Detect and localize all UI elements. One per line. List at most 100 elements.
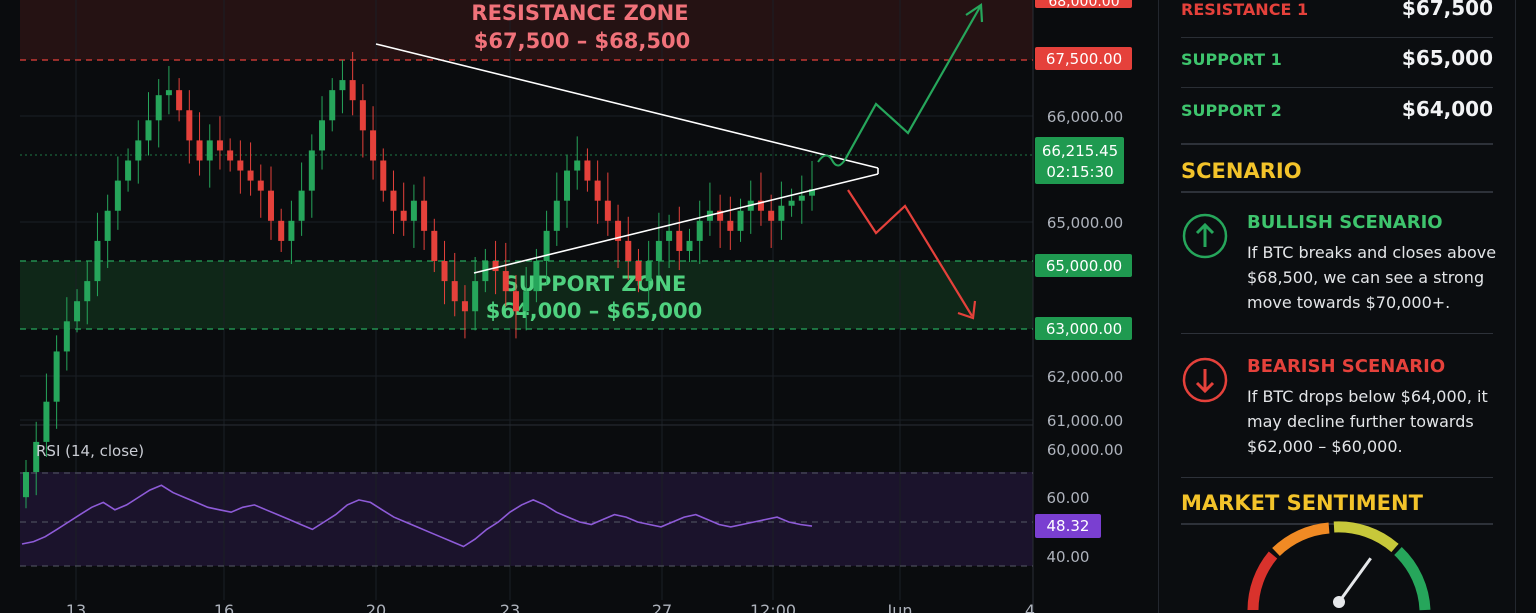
triangle-upper-line bbox=[375, 43, 879, 169]
rsi-tick-label: 40.00 bbox=[1047, 548, 1090, 566]
price-chart[interactable]: RESISTANCE ZONE $67,500 – $68,500 SUPPOR… bbox=[0, 0, 1150, 613]
candle-body bbox=[482, 261, 489, 282]
candle-body bbox=[686, 240, 693, 251]
level-value: $67,500 bbox=[1401, 0, 1493, 20]
candle-body bbox=[564, 170, 571, 201]
bullish-projection bbox=[845, 6, 981, 159]
candle-body bbox=[206, 140, 213, 161]
candle-body bbox=[196, 140, 203, 161]
candle-body bbox=[329, 90, 336, 121]
candle-body bbox=[227, 150, 234, 161]
candle-body bbox=[410, 200, 417, 221]
candle-body bbox=[165, 90, 172, 96]
market-sentiment-heading: MARKET SENTIMENT bbox=[1181, 491, 1423, 515]
candle-body bbox=[43, 401, 50, 442]
scenario-heading: SCENARIO bbox=[1181, 159, 1302, 183]
candle-body bbox=[33, 441, 40, 473]
candle-body bbox=[319, 120, 326, 151]
candle-body bbox=[23, 472, 29, 498]
candle-body bbox=[431, 230, 438, 261]
candle-body bbox=[502, 271, 509, 292]
candle-body bbox=[798, 195, 805, 201]
candle-body bbox=[757, 200, 764, 211]
countdown-label: 02:15:30 bbox=[1046, 163, 1113, 181]
candle-body bbox=[635, 261, 642, 282]
candle-body bbox=[553, 200, 560, 231]
x-tick-label: 12:00 bbox=[750, 601, 796, 613]
candle-body bbox=[655, 240, 662, 261]
candle-body bbox=[461, 301, 468, 312]
grid bbox=[20, 0, 1033, 600]
candle-body bbox=[308, 150, 315, 191]
candle-body bbox=[604, 200, 611, 221]
candle-body bbox=[370, 130, 377, 161]
support-upper-price-tag bbox=[1035, 254, 1132, 277]
resistance-zone bbox=[20, 0, 1033, 60]
candle-body bbox=[278, 220, 285, 241]
bearish-text: If BTC drops below $64,000, it may decli… bbox=[1247, 387, 1488, 456]
y-tick-label: 66,000.00 bbox=[1047, 108, 1123, 126]
level-name: RESISTANCE 1 bbox=[1181, 0, 1309, 19]
candle-body bbox=[574, 160, 581, 171]
candle-body bbox=[809, 189, 815, 196]
y-tick-label: 60,000.00 bbox=[1047, 441, 1123, 459]
level-row-support-2: SUPPORT 2 $64,000 bbox=[1181, 88, 1493, 138]
x-tick-label: Jun bbox=[887, 601, 913, 613]
candle-body bbox=[186, 110, 193, 141]
current-price-tag bbox=[1035, 137, 1124, 184]
top-price-tag-label: 68,000.00 bbox=[1048, 0, 1119, 10]
candle-body bbox=[104, 210, 111, 241]
resistance-price-tag bbox=[1035, 47, 1132, 70]
x-tick-label: 13 bbox=[66, 601, 86, 613]
rsi-tick-label: 60.00 bbox=[1047, 489, 1090, 507]
gauge-segment-mild bbox=[1333, 521, 1399, 553]
bearish-scenario: BEARISH SCENARIO If BTC drops below $64,… bbox=[1181, 352, 1493, 472]
candle-body bbox=[216, 140, 223, 151]
candle-body bbox=[533, 261, 540, 292]
candle-body bbox=[451, 281, 458, 302]
candle-body bbox=[380, 160, 387, 191]
candle-body bbox=[339, 80, 346, 91]
x-tick-label: 23 bbox=[500, 601, 520, 613]
level-value: $64,000 bbox=[1401, 97, 1493, 121]
candle-body bbox=[257, 180, 264, 191]
level-row-resistance-1: RESISTANCE 1 $67,500 bbox=[1181, 0, 1493, 38]
current-price-label: 66,215.45 bbox=[1042, 142, 1118, 160]
candle-body bbox=[298, 190, 305, 221]
gauge-segment-bearish bbox=[1247, 551, 1278, 611]
candle-body bbox=[472, 281, 479, 312]
x-tick-label: 27 bbox=[652, 601, 672, 613]
candle-body bbox=[114, 180, 121, 211]
candle-body bbox=[267, 190, 274, 221]
candle-body bbox=[288, 220, 295, 241]
gauge-pivot bbox=[1333, 596, 1345, 608]
level-name: SUPPORT 2 bbox=[1181, 101, 1282, 120]
x-axis-ticks: 13 16 20 23 27 12:00 Jun 4 bbox=[66, 601, 1035, 613]
candle-body bbox=[717, 210, 724, 221]
y-tick-label: 65,000.00 bbox=[1047, 214, 1123, 232]
candle-body bbox=[615, 220, 622, 241]
candle-body bbox=[84, 281, 91, 302]
support-lower-price-tag bbox=[1035, 317, 1132, 340]
x-tick-label: 4 bbox=[1025, 601, 1035, 613]
analysis-panel: RESISTANCE 1 $67,500 SUPPORT 1 $65,000 S… bbox=[1158, 0, 1516, 613]
support-lower-price-label: 63,000.00 bbox=[1046, 320, 1122, 338]
divider bbox=[1181, 333, 1493, 334]
candles bbox=[23, 51, 815, 509]
candle-body bbox=[94, 240, 101, 282]
arrow-up-circle-icon bbox=[1182, 213, 1228, 259]
gauge-segment-neutral bbox=[1272, 522, 1330, 557]
y-tick-label: 61,000.00 bbox=[1047, 412, 1123, 430]
candle-body bbox=[737, 210, 744, 231]
candle-body bbox=[492, 261, 499, 272]
candle-body bbox=[778, 205, 785, 221]
bullish-title: BULLISH SCENARIO bbox=[1247, 212, 1443, 233]
candle-body bbox=[135, 140, 142, 161]
rsi-line bbox=[21, 484, 813, 548]
candle-body bbox=[584, 160, 591, 181]
gauge-segment-bullish bbox=[1394, 546, 1431, 611]
candle-body bbox=[349, 80, 356, 101]
arrow-down-circle-icon bbox=[1182, 357, 1228, 403]
candle-body bbox=[237, 160, 244, 171]
candle-body bbox=[788, 200, 795, 206]
